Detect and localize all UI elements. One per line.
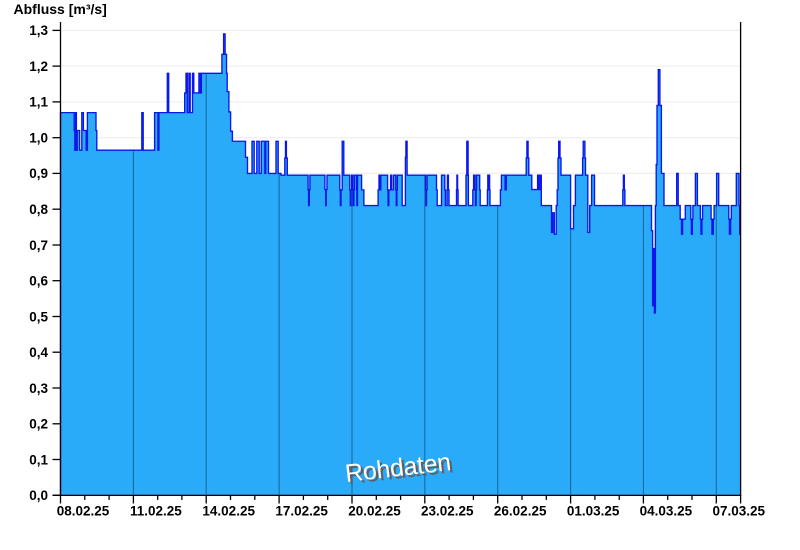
svg-text:20.02.25: 20.02.25 xyxy=(348,504,401,519)
svg-text:17.02.25: 17.02.25 xyxy=(275,504,328,519)
svg-text:26.02.25: 26.02.25 xyxy=(494,504,547,519)
svg-text:Abfluss [m³/s]: Abfluss [m³/s] xyxy=(14,1,107,17)
svg-text:1,2: 1,2 xyxy=(29,59,48,74)
svg-text:0,5: 0,5 xyxy=(29,309,48,324)
svg-text:0,3: 0,3 xyxy=(29,381,48,396)
svg-text:0,4: 0,4 xyxy=(29,345,48,360)
svg-text:1,1: 1,1 xyxy=(29,95,48,110)
svg-text:11.02.25: 11.02.25 xyxy=(130,504,182,519)
svg-text:0,2: 0,2 xyxy=(29,417,48,432)
svg-text:0,1: 0,1 xyxy=(29,452,48,467)
svg-text:07.03.25: 07.03.25 xyxy=(713,504,766,519)
svg-text:0,9: 0,9 xyxy=(29,166,48,181)
svg-text:04.03.25: 04.03.25 xyxy=(640,504,693,519)
svg-text:1,3: 1,3 xyxy=(29,23,48,38)
svg-text:0,8: 0,8 xyxy=(29,202,48,217)
svg-text:01.03.25: 01.03.25 xyxy=(567,504,620,519)
svg-text:08.02.25: 08.02.25 xyxy=(57,504,110,519)
svg-text:0,6: 0,6 xyxy=(29,274,48,289)
svg-text:14.02.25: 14.02.25 xyxy=(202,504,255,519)
svg-text:1,0: 1,0 xyxy=(29,131,48,146)
svg-text:23.02.25: 23.02.25 xyxy=(421,504,474,519)
svg-text:0,7: 0,7 xyxy=(29,238,48,253)
svg-text:0,0: 0,0 xyxy=(29,488,48,503)
